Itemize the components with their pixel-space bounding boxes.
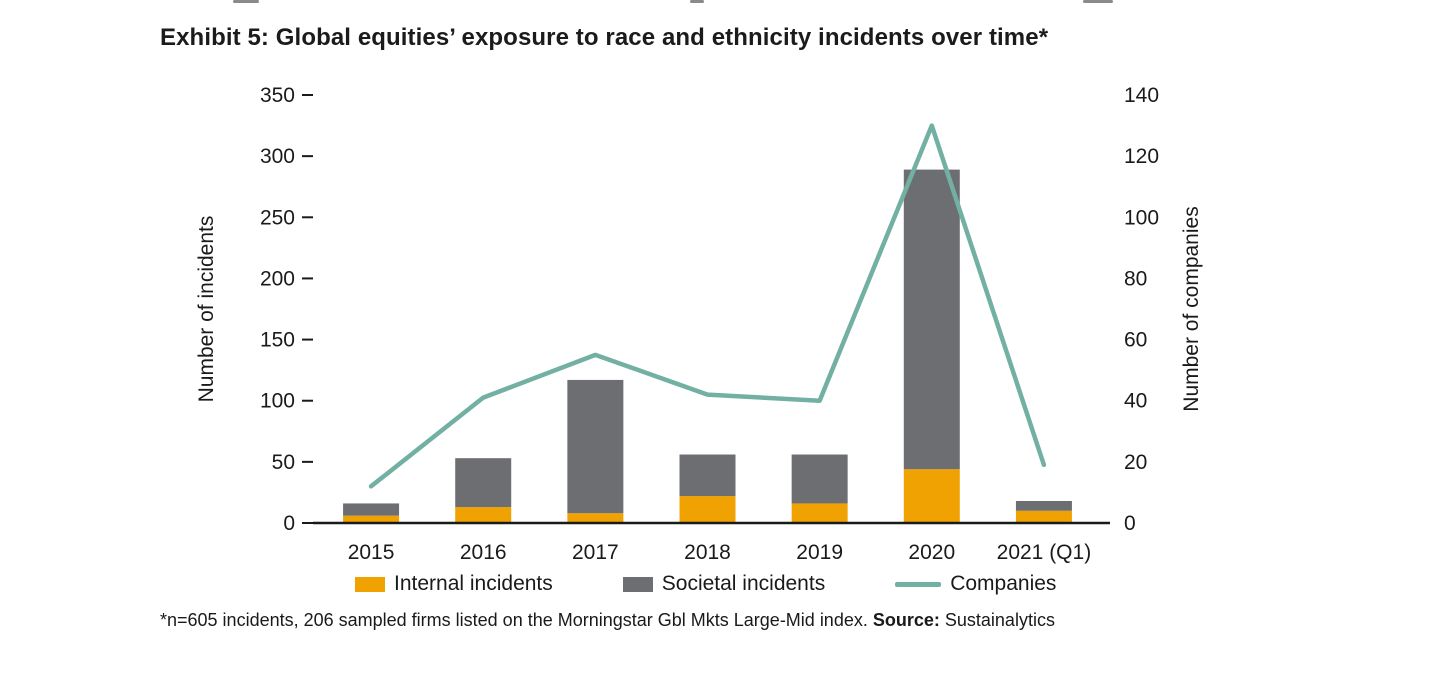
- x-axis-category-label: 2020: [908, 541, 955, 564]
- bar-internal-incidents: [791, 503, 848, 523]
- left-axis-tick-label: 250: [260, 206, 295, 229]
- companies-line: [368, 123, 1047, 489]
- footnote-source-value: Sustainalytics: [939, 610, 1055, 630]
- bar-internal-incidents: [903, 469, 960, 523]
- bar-internal-incidents: [343, 515, 400, 523]
- left-axis-tick-label: 0: [283, 512, 295, 535]
- bar-internal-incidents: [455, 507, 512, 523]
- legend-item-internal-incidents: Internal incidents: [355, 572, 553, 596]
- right-axis-tick-label: 120: [1124, 145, 1159, 168]
- footnote: *n=605 incidents, 206 sampled firms list…: [160, 610, 1055, 631]
- legend-item-companies: Companies: [895, 572, 1056, 596]
- left-axis-tick-label: 300: [260, 145, 295, 168]
- chart-legend: Internal incidents Societal incidents Co…: [355, 572, 1056, 596]
- left-axis-tick-label: 200: [260, 267, 295, 290]
- cropped-text-fragment: [690, 0, 704, 3]
- bar-societal-incidents: [455, 458, 512, 508]
- x-axis-category-label: 2016: [460, 541, 507, 564]
- left-axis-tick-label: 150: [260, 329, 295, 352]
- societal-incidents-swatch-icon: [622, 576, 653, 592]
- x-axis-category-label: 2017: [572, 541, 619, 564]
- cropped-text-fragment: [1083, 0, 1113, 3]
- right-axis-tick-label: 60: [1124, 329, 1147, 352]
- left-axis-tick-label: 350: [260, 84, 295, 107]
- left-axis-title: Number of incidents: [195, 216, 218, 403]
- legend-label-companies: Companies: [950, 572, 1057, 595]
- internal-incidents-swatch-icon: [355, 576, 385, 592]
- legend-label-societal-incidents: Societal incidents: [661, 572, 826, 595]
- right-axis-tick-label: 0: [1124, 512, 1136, 535]
- bar-internal-incidents: [679, 496, 736, 523]
- bar-societal-incidents: [567, 379, 624, 514]
- left-axis-tick-label: 50: [272, 451, 295, 474]
- x-axis-category-label: 2018: [684, 541, 731, 564]
- right-axis-title: Number of companies: [1180, 206, 1203, 411]
- right-axis-tick-label: 40: [1124, 390, 1147, 413]
- bar-societal-incidents: [1015, 500, 1072, 511]
- left-axis-tick-label: 100: [260, 390, 295, 413]
- legend-label-internal-incidents: Internal incidents: [394, 572, 553, 595]
- x-axis-category-label: 2015: [348, 541, 395, 564]
- footnote-source-label: Source:: [872, 610, 940, 630]
- bar-internal-incidents: [567, 513, 624, 523]
- companies-line-swatch-icon: [895, 581, 942, 587]
- chart-title: Exhibit 5: Global equities’ exposure to …: [160, 24, 1049, 51]
- right-axis-tick-label: 20: [1124, 451, 1147, 474]
- bar-societal-incidents: [343, 503, 400, 516]
- cropped-text-fragment: [233, 0, 259, 3]
- bar-societal-incidents: [903, 169, 960, 470]
- right-axis-tick-label: 80: [1124, 267, 1147, 290]
- right-axis-tick-label: 100: [1124, 206, 1159, 229]
- right-axis-tick-label: 140: [1124, 84, 1159, 107]
- bar-societal-incidents: [791, 454, 848, 504]
- bar-internal-incidents: [1015, 510, 1072, 523]
- legend-item-societal-incidents: Societal incidents: [622, 572, 826, 596]
- footnote-text: *n=605 incidents, 206 sampled firms list…: [160, 610, 873, 630]
- bar-societal-incidents: [679, 454, 736, 497]
- x-axis-category-label: 2021 (Q1): [997, 541, 1092, 564]
- x-axis-category-label: 2019: [796, 541, 843, 564]
